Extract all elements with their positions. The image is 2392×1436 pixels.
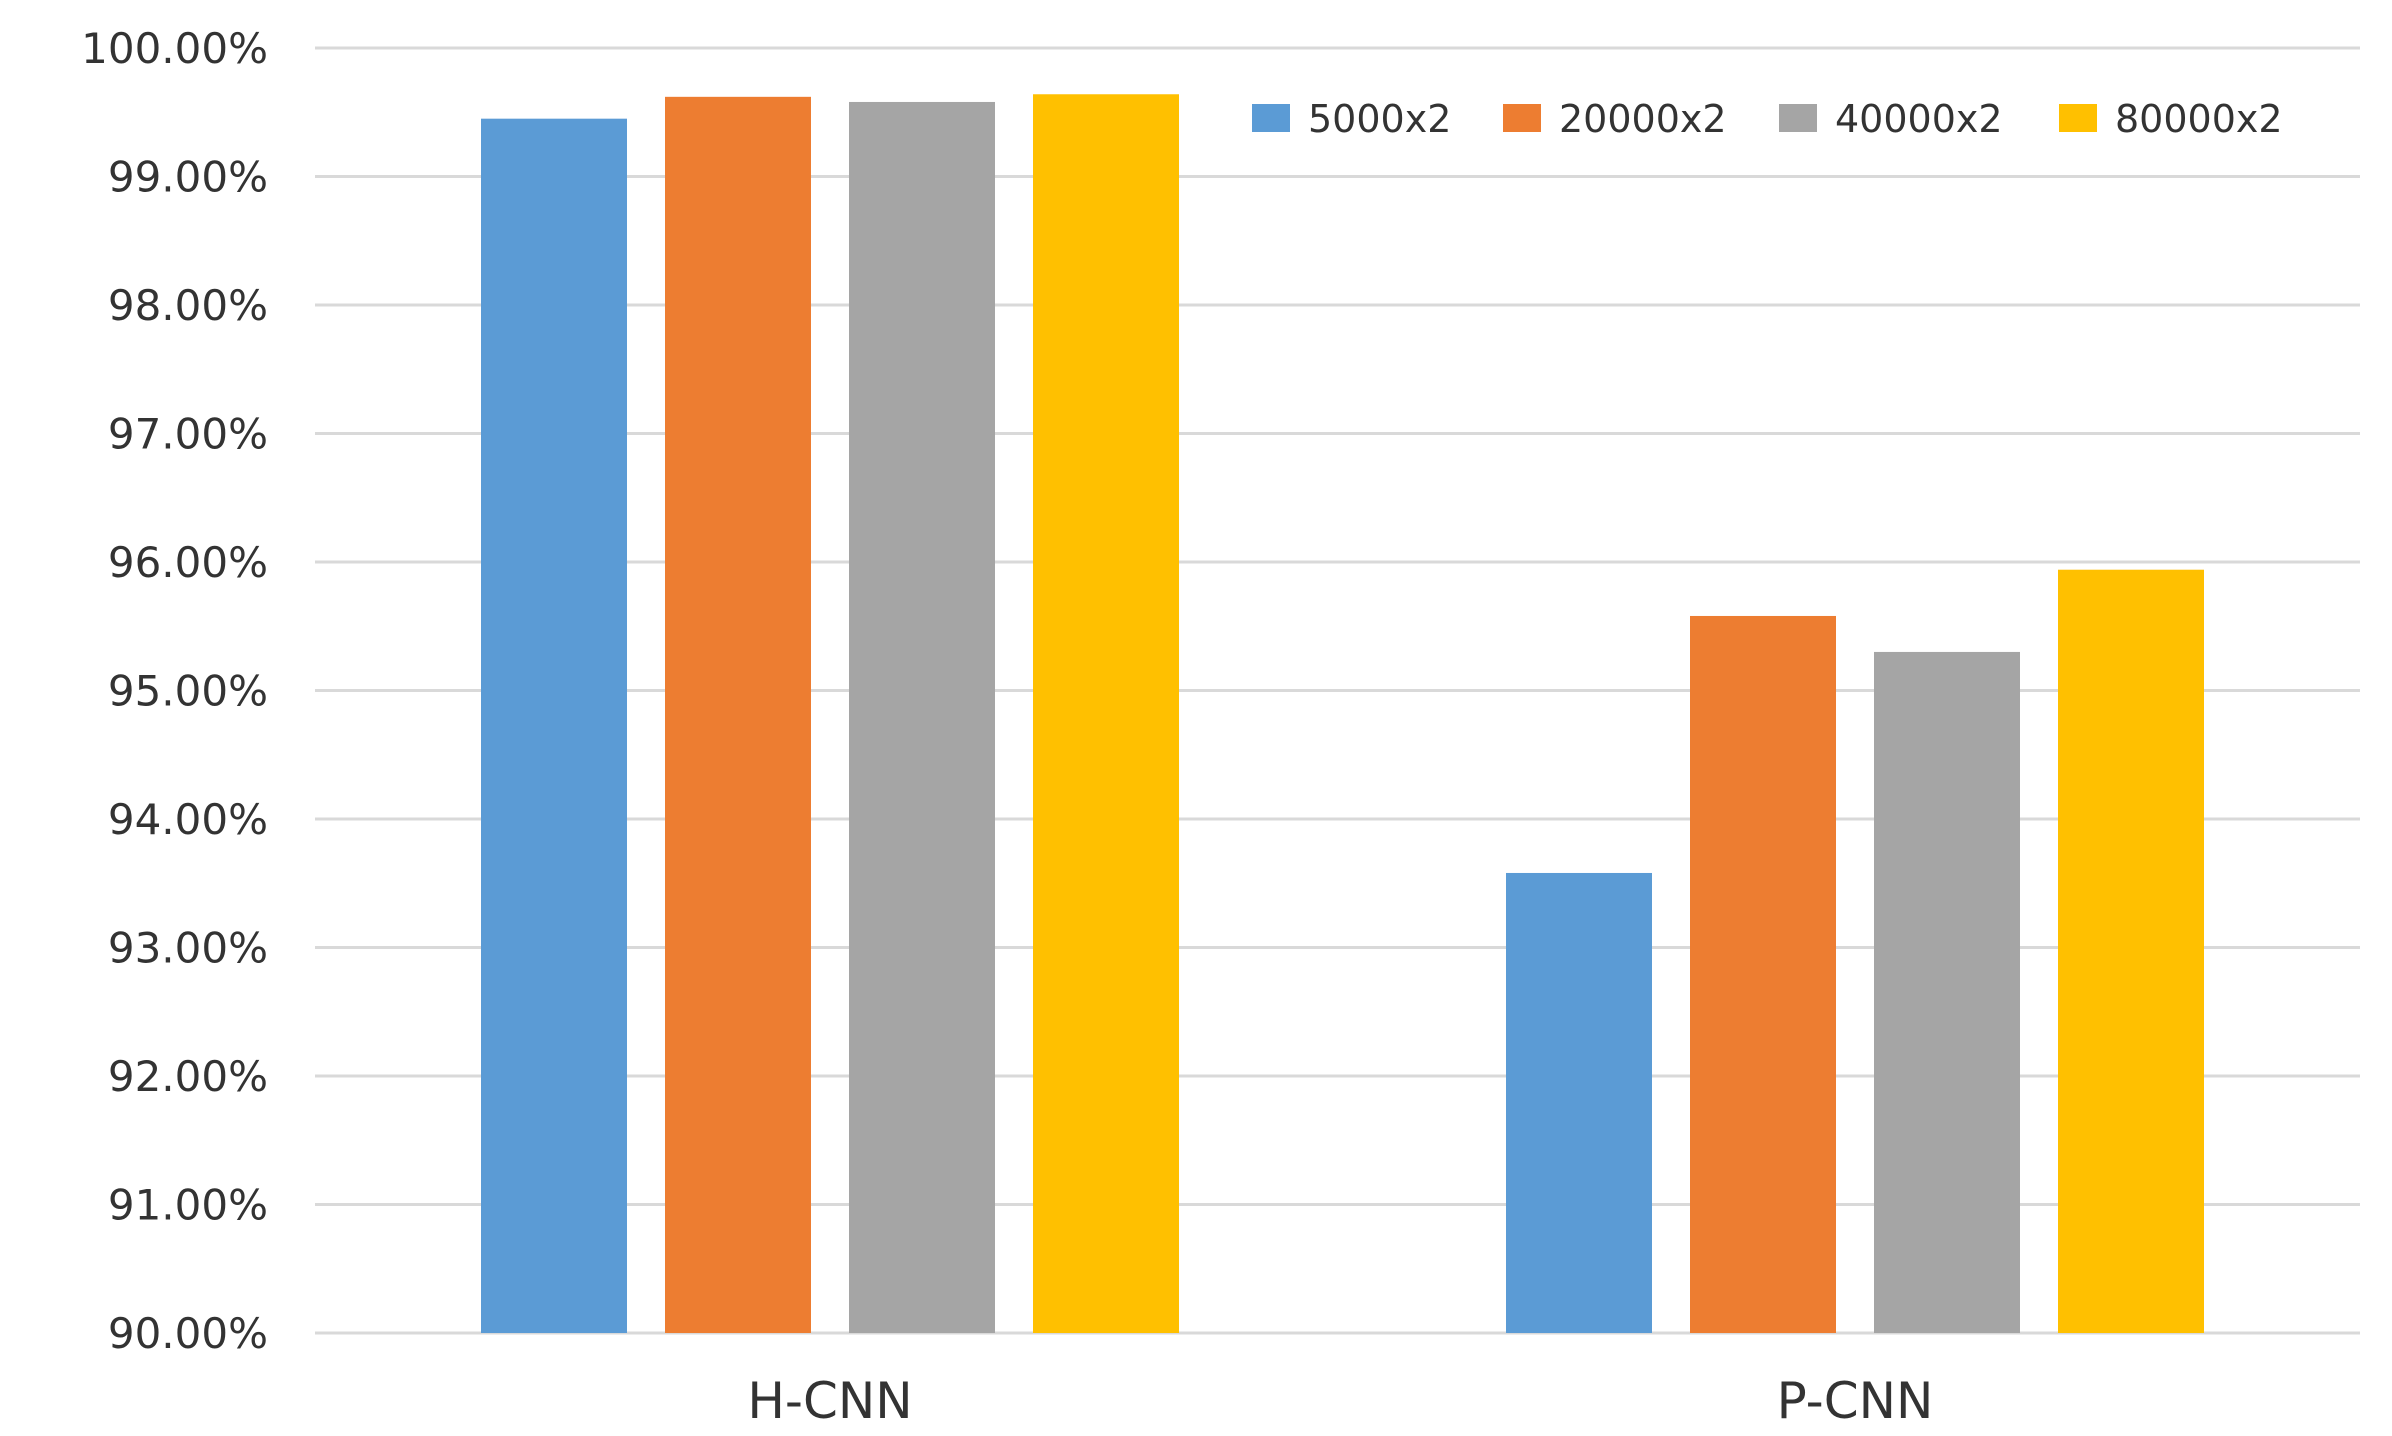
legend-swatch	[2059, 104, 2097, 132]
y-tick-label: 90.00%	[108, 1309, 268, 1358]
legend-swatch	[1252, 104, 1290, 132]
legend-swatch	[1779, 104, 1817, 132]
x-category-label: P-CNN	[1777, 1372, 1934, 1430]
y-tick-label: 97.00%	[108, 410, 268, 459]
y-tick-label: 91.00%	[108, 1181, 268, 1230]
legend-swatch	[1503, 104, 1541, 132]
legend: 5000x2 20000x2 40000x2 80000x2	[1252, 97, 2283, 141]
legend-label: 80000x2	[2115, 97, 2283, 141]
y-tick-label: 96.00%	[108, 538, 268, 587]
legend-label: 40000x2	[1835, 97, 2003, 141]
bar-h-cnn-80000x2	[1033, 94, 1179, 1333]
x-category-label: H-CNN	[747, 1372, 912, 1430]
y-tick-label: 95.00%	[108, 667, 268, 716]
bars	[481, 94, 2204, 1334]
y-tick-label: 93.00%	[108, 924, 268, 973]
bar-h-cnn-40000x2	[849, 101, 995, 1334]
x-axis-categories: H-CNN P-CNN	[747, 1372, 1933, 1430]
bar-h-cnn-5000x2	[481, 118, 627, 1333]
y-tick-label: 94.00%	[108, 795, 268, 844]
y-tick-label: 100.00%	[81, 24, 268, 73]
bar-h-cnn-20000x2	[665, 96, 811, 1334]
y-tick-label: 99.00%	[108, 153, 268, 202]
y-axis-ticks: 90.00% 91.00% 92.00% 93.00% 94.00% 95.00% 96.0…	[81, 24, 268, 1358]
bar-p-cnn-5000x2	[1506, 872, 1652, 1333]
y-tick-label: 98.00%	[108, 281, 268, 330]
y-tick-label: 92.00%	[108, 1052, 268, 1101]
gridlines	[315, 46, 2360, 1335]
legend-label: 5000x2	[1308, 97, 1451, 141]
legend-label: 20000x2	[1559, 97, 1727, 141]
bar-p-cnn-20000x2	[1690, 615, 1836, 1333]
bar-p-cnn-40000x2	[1874, 651, 2020, 1333]
bar-p-cnn-80000x2	[2058, 569, 2204, 1333]
